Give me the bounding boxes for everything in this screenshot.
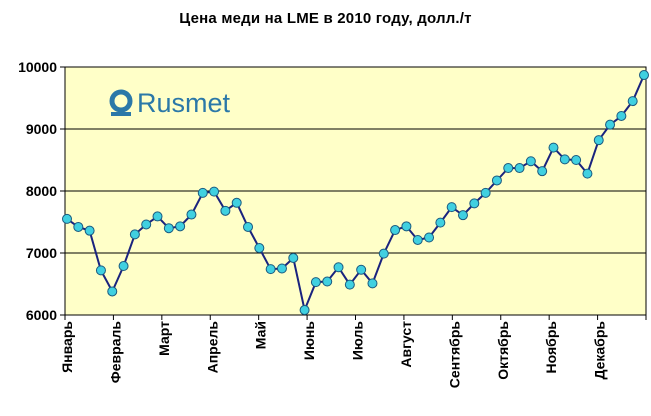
data-point (446, 202, 457, 213)
data-point (548, 142, 559, 153)
x-tick-label: Апрель (204, 321, 220, 374)
data-point (514, 163, 525, 174)
x-tick-label: Июль (350, 321, 366, 361)
x-tick-label: Май (253, 321, 269, 349)
data-point (480, 187, 491, 198)
data-point (62, 213, 72, 224)
data-point (73, 221, 84, 232)
data-point (412, 234, 423, 245)
data-point (593, 135, 604, 146)
series-line (66, 74, 645, 314)
data-point (299, 305, 310, 316)
data-point (95, 265, 106, 276)
data-point (537, 166, 548, 177)
data-point (152, 211, 163, 222)
data-point (367, 278, 378, 289)
data-point (209, 186, 220, 197)
axes: 6000 7000 8000 9000 10000 Январь Февраль Март Ап… (18, 59, 647, 389)
data-point (118, 261, 129, 272)
x-tick-label: Октябрь (495, 321, 511, 380)
data-point (571, 155, 582, 165)
data-point (525, 156, 536, 167)
x-tick-label: Февраль (107, 321, 123, 384)
data-point (163, 223, 174, 234)
data-point (220, 205, 231, 216)
rusmet-logo-icon (109, 89, 133, 116)
data-point (84, 225, 95, 236)
data-point (639, 70, 649, 81)
data-point (469, 198, 480, 209)
data-point (243, 221, 254, 232)
data-point (288, 252, 299, 263)
data-point (378, 248, 389, 259)
chart-title: Цена меди на LME в 2010 году, долл./т (179, 10, 472, 27)
y-tick-label: 7000 (26, 245, 57, 261)
data-point (356, 264, 367, 275)
y-tick-label: 10000 (18, 59, 57, 75)
data-point (129, 229, 140, 240)
data-point (424, 232, 435, 243)
data-point (265, 264, 276, 275)
data-point (627, 96, 638, 107)
data-point (559, 154, 570, 165)
x-tick-label: Декабрь (592, 321, 608, 380)
data-point (503, 163, 514, 174)
y-tick-label: 8000 (26, 183, 57, 199)
data-point (254, 243, 265, 254)
data-point (344, 279, 355, 290)
y-tick-label: 9000 (26, 121, 57, 137)
data-point (175, 221, 186, 232)
data-point (401, 221, 412, 232)
data-point (231, 197, 242, 208)
data-point (616, 110, 627, 121)
y-tick-label: 6000 (26, 307, 57, 323)
x-tick-label: Январь (59, 321, 75, 373)
x-tick-label: Март (156, 321, 172, 356)
data-series (62, 70, 649, 316)
data-point (107, 286, 118, 297)
data-point (605, 119, 616, 130)
x-tick-label: Июнь (301, 321, 317, 360)
data-point (276, 263, 287, 274)
data-point (333, 262, 344, 273)
rusmet-logo-text: Rusmet (137, 88, 231, 118)
data-point (491, 175, 502, 186)
data-point (310, 277, 321, 288)
x-tick-label: Август (398, 321, 414, 368)
x-tick-label: Сентябрь (446, 321, 462, 389)
x-tick-label: Ноябрь (543, 321, 559, 374)
data-point (582, 168, 593, 179)
rusmet-logo: Rusmet (109, 88, 231, 118)
data-point (141, 219, 152, 230)
data-point (390, 225, 401, 236)
data-point (197, 187, 208, 198)
data-point (435, 217, 446, 228)
data-point (322, 276, 333, 287)
data-point (186, 209, 197, 220)
data-point (457, 210, 468, 221)
